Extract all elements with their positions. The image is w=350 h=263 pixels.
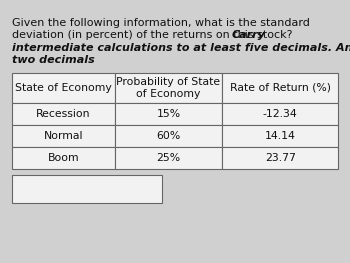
Text: deviation (in percent) of the returns on this stock?: deviation (in percent) of the returns on…: [12, 31, 296, 41]
Bar: [222, 125, 338, 147]
Text: Boom: Boom: [48, 153, 79, 163]
Text: two decimals: two decimals: [12, 55, 95, 65]
Text: Given the following information, what is the standard: Given the following information, what is…: [12, 18, 310, 28]
Text: Probability of State
of Economy: Probability of State of Economy: [117, 77, 220, 99]
Text: 14.14: 14.14: [265, 131, 295, 141]
Bar: [115, 103, 222, 125]
Bar: [222, 73, 338, 103]
Text: 23.77: 23.77: [265, 153, 295, 163]
Bar: [115, 73, 222, 103]
Bar: [12, 147, 115, 169]
Text: 25%: 25%: [156, 153, 181, 163]
Bar: [12, 125, 115, 147]
Bar: [222, 147, 338, 169]
Bar: [12, 175, 162, 203]
Text: 60%: 60%: [156, 131, 181, 141]
Bar: [115, 125, 222, 147]
Text: Normal: Normal: [44, 131, 83, 141]
Bar: [115, 147, 222, 169]
Bar: [222, 103, 338, 125]
Text: 15%: 15%: [156, 109, 181, 119]
Text: Rate of Return (%): Rate of Return (%): [230, 83, 331, 93]
Text: intermediate calculations to at least five decimals. Answer to: intermediate calculations to at least fi…: [12, 43, 350, 53]
Bar: [12, 73, 115, 103]
Text: State of Economy: State of Economy: [15, 83, 112, 93]
Text: -12.34: -12.34: [263, 109, 298, 119]
Bar: [12, 103, 115, 125]
Text: Carry: Carry: [232, 31, 266, 41]
Text: Recession: Recession: [36, 109, 91, 119]
